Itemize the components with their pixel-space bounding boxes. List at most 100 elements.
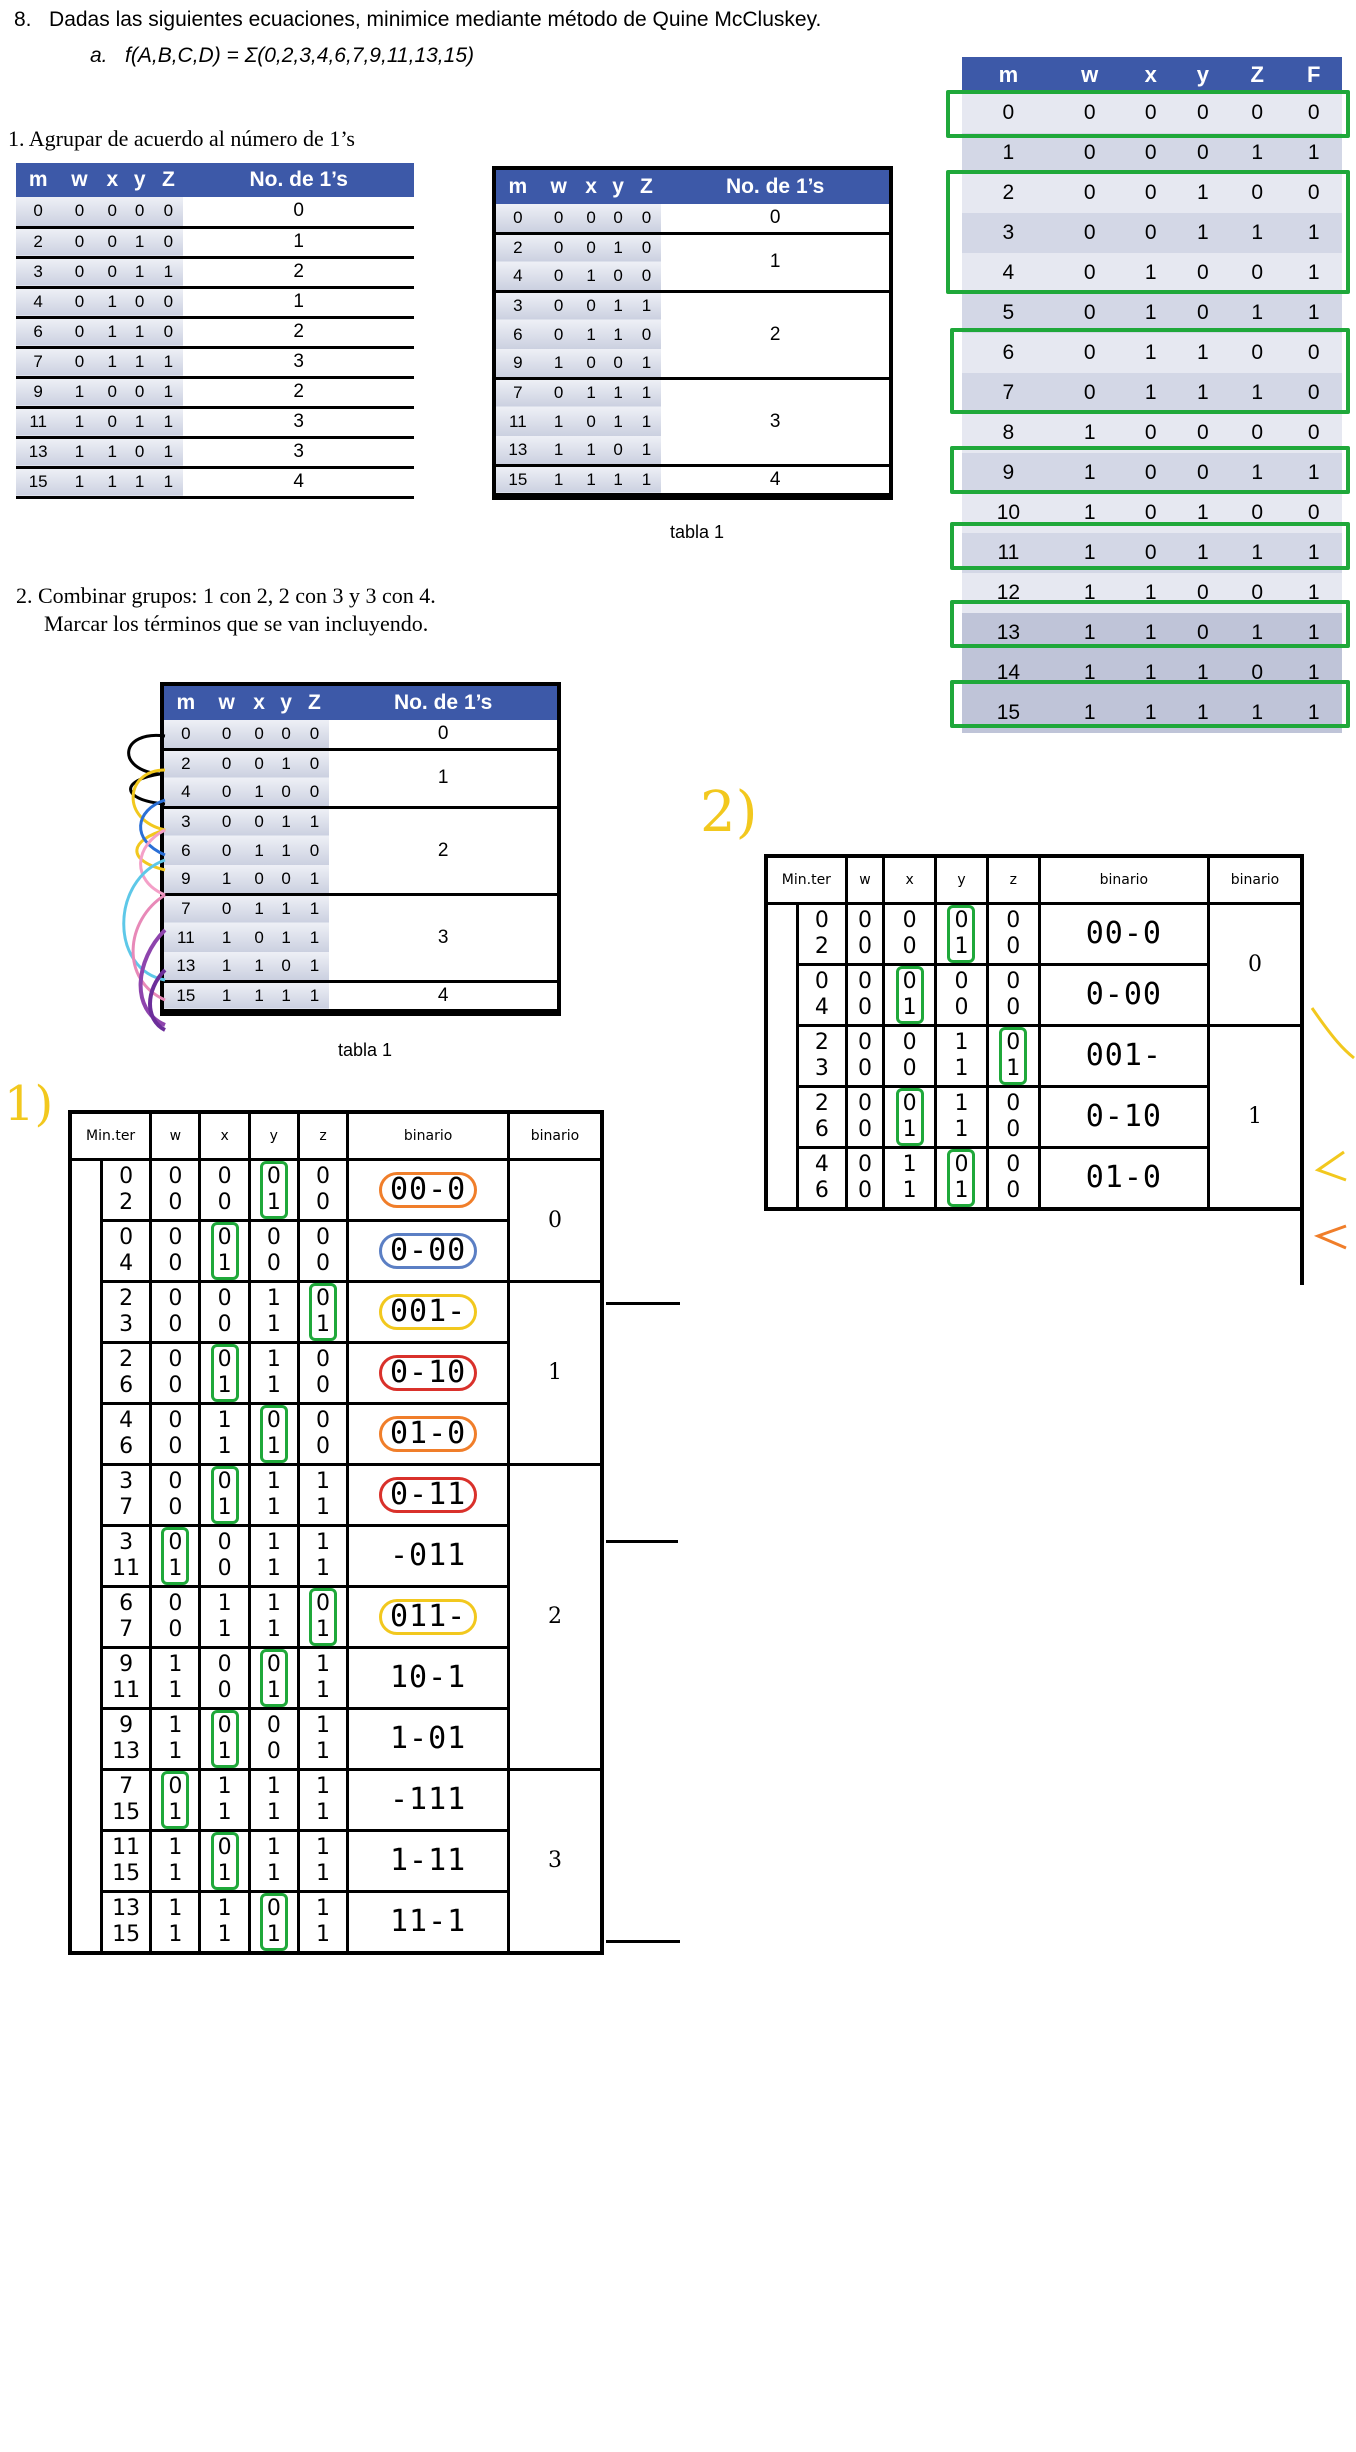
table-grouped-ones: m w x y Z No. de 1’s 0 0 0 0 0 0 2 0 0 1 0 1 3 0 0 1 1 2 4 0 1 0 0 1 6… [16,163,414,499]
pair-bottom: 6 [814,1178,829,1203]
bit-cell: 0 [1176,133,1229,173]
implicant-box [950,680,1350,728]
pair-top: 0 [217,1530,232,1555]
column-header: binario [507,1110,604,1161]
binary-term-cell: 10-1 [346,1646,510,1710]
bit-cell: 0 [604,349,632,380]
bit-cell: 0 [631,204,662,235]
pair-top: 0 [217,1652,232,1677]
bit-cell: 0 [245,865,273,896]
bit-cell: 1 [60,467,99,499]
ones-count-cell: 2 [183,317,414,349]
problem-item: a. f(A,B,C,D) = Σ(0,2,3,4,6,7,9,11,13,15… [90,44,474,68]
pair-bottom: 15 [112,1800,141,1825]
pair-top: 1 [217,1408,232,1433]
binary-term: 10-1 [389,1660,467,1695]
spacer-cell [68,1220,103,1282]
binary-term: 1-11 [389,1843,467,1878]
implicant-box [950,328,1350,414]
pair-top: 0 [902,1030,917,1055]
column-header: m [496,170,540,204]
header-row: m w x y Z No. de 1’s [496,170,889,204]
minterm-cell: 0 [164,720,208,751]
bit-cell: 0 [299,778,330,809]
pair-bottom: 13 [112,1739,141,1764]
pair-top: 0 [266,1164,281,1189]
group-count-cell: 3 [329,894,557,983]
implicant-box [946,90,1350,138]
group-number-cell: 1 [507,1280,604,1466]
pair-row: 0 2 0 0 0 0 0 1 0 0 00-0 0 [68,1158,604,1283]
pair-top: 0 [858,1152,872,1177]
pair-top: 1 [217,1591,232,1616]
pair-bottom: 6 [119,1434,134,1459]
minterm-cell: 15 [164,981,208,1012]
binary-term-cell: 00-0 [1037,902,1211,966]
pair-top: 1 [902,1152,917,1177]
pair-top: 0 [1006,1152,1021,1177]
pair-bottom: 3 [814,1056,829,1081]
pair-bottom: 0 [168,1617,183,1642]
bit-cell: 0 [577,407,605,436]
pair-bottom: 1 [168,1739,183,1764]
bit-cell: 1 [272,749,300,778]
bit-cell: 1 [631,465,662,496]
pair-top: 1 [316,1835,331,1860]
pair-row: 2 6 0 0 0 1 1 1 0 0 0-10 [68,1341,602,1405]
pair-row: 3 7 0 0 0 1 1 1 1 1 0-11 2 [68,1463,604,1771]
bit-cell: 1 [1124,253,1177,293]
bit-cell: 0 [577,233,605,262]
bit-cell: 0 [1054,173,1125,213]
bit-cell: 0 [60,287,99,319]
pair-top: 1 [217,1774,232,1799]
pair-bottom: 0 [217,1678,232,1703]
step2-line2: Marcar los términos que se van incluyend… [44,611,429,636]
pair-bottom: 1 [168,1861,183,1886]
bit-cell: 1 [153,437,184,469]
pair-bottom: 1 [316,1312,331,1337]
pair-top: 1 [266,1835,281,1860]
pair-bottom: 1 [168,1922,183,1947]
pair-top: 0 [902,1091,917,1116]
binary-term-cell: 001- [346,1280,510,1344]
pair-top: 3 [119,1469,134,1494]
pair-bottom: 1 [902,1117,917,1142]
implicant-box [950,446,1350,494]
function-expression: f(A,B,C,D) = Σ(0,2,3,4,6,7,9,11,13,15) [125,44,474,67]
pair-bottom: 1 [266,1434,281,1459]
bit-cell: 1 [207,865,246,896]
bit-cell: 0 [1176,253,1229,293]
step2-line1: 2. Combinar grupos: 1 con 2, 2 con 3 y 3… [16,583,436,608]
minterm-cell: 9 [164,865,208,896]
bit-cell: 0 [245,720,273,751]
pair-row: 0 4 0 0 0 1 0 0 0 0 0-00 [764,963,1302,1027]
